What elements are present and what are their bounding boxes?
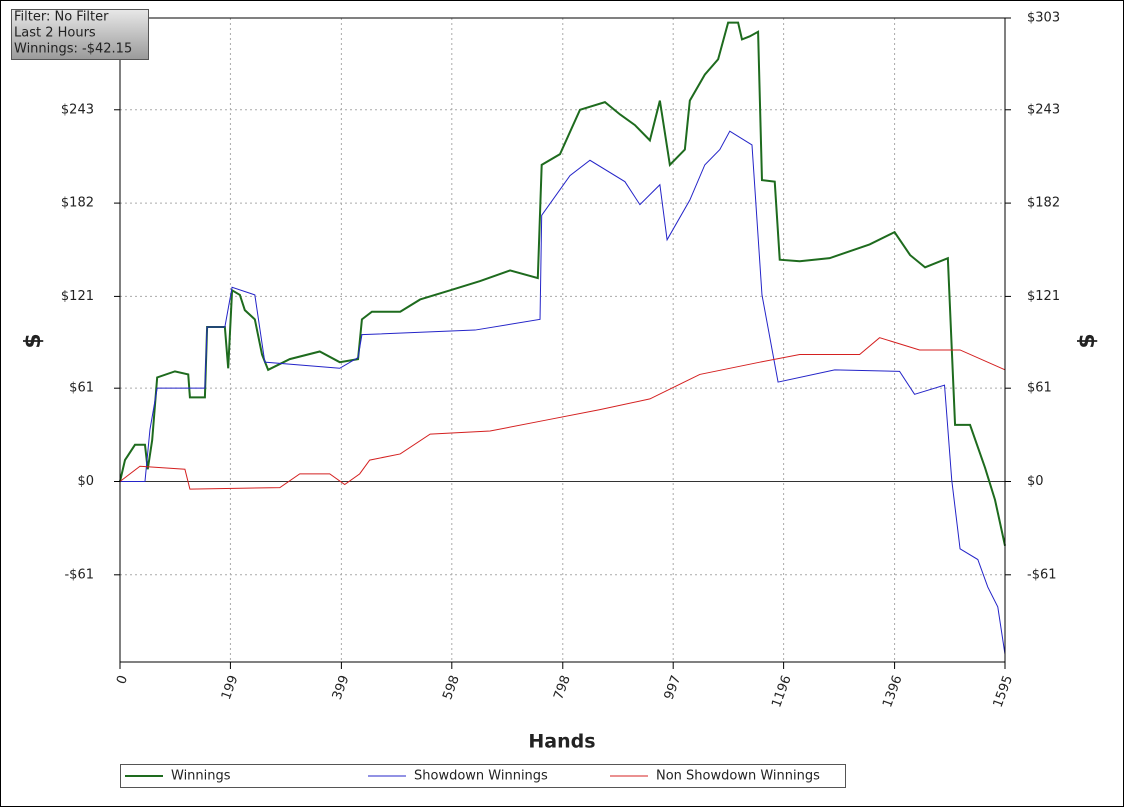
y-tick-label: $121 (61, 289, 94, 304)
legend-label: Non Showdown Winnings (656, 769, 820, 784)
y2-tick-label: $61 (1027, 381, 1052, 396)
y-tick-label: $182 (61, 196, 94, 211)
lines (119, 21, 1006, 655)
y2-tick-label: $243 (1027, 102, 1060, 117)
legend-label: Showdown Winnings (414, 769, 548, 784)
y2-tick-label: $0 (1027, 474, 1044, 489)
info-text: Last 2 Hours (14, 26, 96, 41)
series-line (120, 130, 1006, 655)
y-tick-label: $0 (77, 474, 94, 489)
info-text: Filter: No Filter (14, 10, 109, 25)
y-tick-label: $61 (69, 381, 94, 396)
y-tick-label: -$61 (64, 567, 94, 582)
y2-tick-label: -$61 (1027, 567, 1057, 582)
y2-tick-label: $303 (1027, 11, 1060, 26)
y2-tick-label: $121 (1027, 289, 1060, 304)
y2-tick-label: $182 (1027, 196, 1060, 211)
series-line (119, 337, 1006, 490)
y2-axis-label: $ (1075, 333, 1100, 348)
legend (120, 764, 846, 788)
legend-label: Winnings (171, 769, 231, 784)
info-box (11, 9, 149, 60)
x-axis-label: Hands (528, 731, 595, 753)
y-tick-label: $243 (61, 102, 94, 117)
info-text: Winnings: -$42.15 (14, 42, 132, 57)
y-axis-label: $ (21, 333, 46, 348)
